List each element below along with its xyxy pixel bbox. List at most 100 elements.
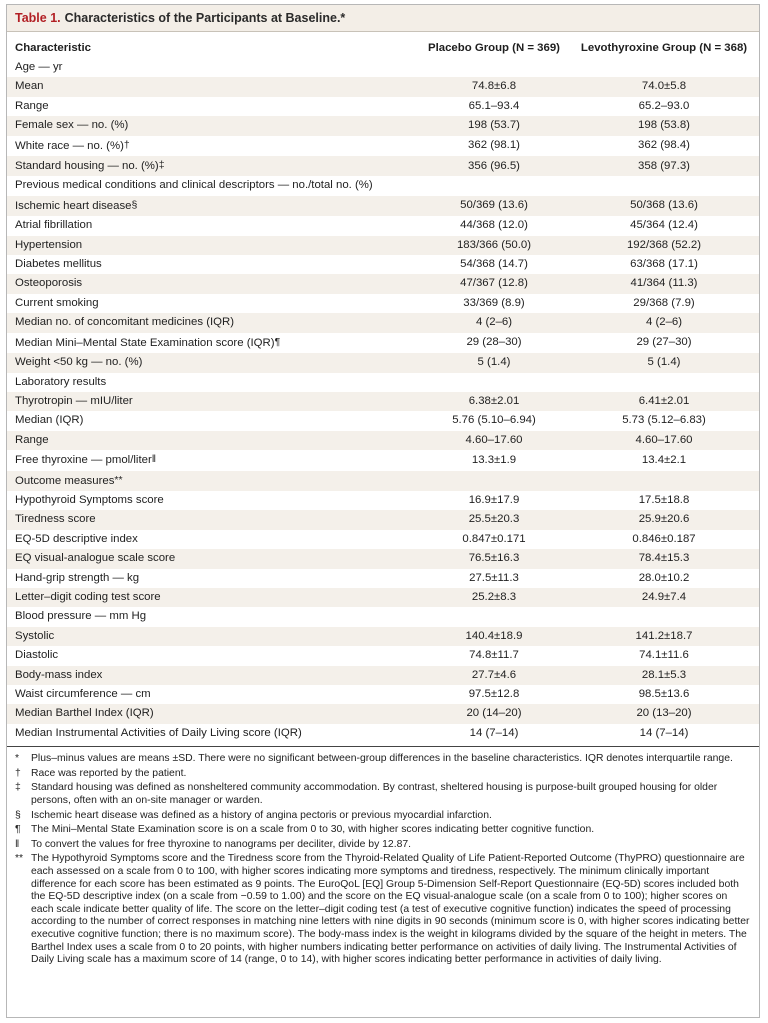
levothyroxine-value: 28.1±5.3 — [569, 665, 759, 685]
table-row: Hypertension 183/366 (50.0) 192/368 (52.2) — [7, 235, 759, 256]
row-label-cell: Laboratory results — [7, 373, 419, 392]
footnote: * Plus–minus values are means ±SD. There … — [15, 753, 751, 766]
footnote-mark: ‡ — [15, 782, 21, 794]
footnote-text: The Hypothyroid Symptoms score and the T… — [31, 853, 750, 966]
table-row: Range 4.60–17.60 4.60–17.60 — [7, 430, 759, 451]
footnote-text: Race was reported by the patient. — [31, 767, 187, 779]
row-label: Hypothyroid Symptoms score — [15, 493, 164, 506]
row-label-cell: Letter–digit coding test score — [7, 587, 419, 608]
placebo-value — [419, 58, 569, 77]
levothyroxine-value — [569, 58, 759, 77]
placebo-value: 20 (14–20) — [419, 704, 569, 724]
row-label-cell: Range — [7, 430, 419, 451]
footnote: ** The Hypothyroid Symptoms score and the… — [15, 853, 751, 966]
placebo-value: 6.38±2.01 — [419, 391, 569, 412]
levothyroxine-value: 63/368 (17.1) — [630, 258, 698, 271]
row-label: EQ-5D descriptive index — [15, 532, 138, 545]
row-label: Current smoking — [15, 296, 99, 309]
row-label: Previous medical conditions and clinical… — [15, 179, 373, 192]
header-placebo: Placebo Group (N = 369) — [428, 42, 560, 54]
row-label-cell: Thyrotropin — mIU/liter — [7, 391, 419, 412]
row-label-cell: Current smoking — [7, 294, 419, 313]
levothyroxine-value: 41/364 (11.3) — [569, 274, 759, 294]
row-label: Hand-grip strength — kg — [15, 571, 140, 584]
footnote-mark: ** — [15, 853, 24, 865]
placebo-value: 74.8±6.8 — [419, 77, 569, 97]
footnote-text: Ischemic heart disease was defined as a … — [31, 809, 492, 821]
row-label-cell: Waist circumference — cm — [7, 685, 419, 704]
placebo-value: 140.4±18.9 — [419, 626, 569, 647]
row-label-cell: Female sex — no. (%) — [7, 116, 419, 136]
footnote-marker: † — [123, 138, 130, 151]
table-row: Median Mini–Mental State Examination sco… — [7, 333, 759, 353]
row-label-cell: Standard housing — no. (%)‡ — [7, 156, 419, 177]
levothyroxine-value: 74.1±11.6 — [639, 649, 689, 662]
table-row: Current smoking 33/369 (8.9) 29/368 (7.9) — [7, 294, 759, 313]
footnote: ¶ The Mini–Mental State Examination score… — [15, 824, 751, 837]
footnote: § Ischemic heart disease was defined as a… — [15, 810, 751, 823]
row-label: Letter–digit coding test score — [15, 590, 161, 603]
table-row: Hypothyroid Symptoms score 16.9±17.9 17.5±… — [7, 491, 759, 510]
placebo-value: 14 (7–14) — [469, 726, 519, 739]
row-label: Atrial fibrillation — [15, 219, 93, 232]
table-bottom-rule — [7, 746, 759, 748]
placebo-value: 27.7±4.6 — [419, 665, 569, 685]
row-label: Osteoporosis — [15, 277, 83, 290]
row-label: Waist circumference — cm — [15, 688, 151, 700]
table-title: Characteristics of the Participants at B… — [64, 11, 346, 25]
placebo-value — [419, 176, 569, 195]
row-label: Mean — [15, 80, 44, 93]
footnote-marker: ‡ — [158, 159, 165, 172]
row-label: Systolic — [15, 629, 55, 642]
table-row: Median (IQR) 5.76 (5.10–6.94) 5.73 (5.12–6… — [7, 411, 759, 430]
row-label: Range — [15, 99, 49, 112]
row-label-cell: Hypertension — [7, 235, 419, 256]
levothyroxine-value: 198 (53.8) — [569, 116, 759, 136]
placebo-value: 65.1–93.4 — [468, 99, 520, 112]
footnote: ‖ To convert the values for free thyroxin… — [15, 839, 751, 852]
placebo-value: 4 (2–6) — [419, 313, 569, 333]
levothyroxine-value: 362 (98.4) — [638, 139, 690, 152]
table-row: Median Barthel Index (IQR) 20 (14–20) 20 (… — [7, 704, 759, 724]
placebo-value: 25.5±20.3 — [419, 510, 569, 530]
placebo-value: 74.8±11.7 — [469, 649, 519, 662]
row-label-cell: Median no. of concomitant medicines (IQR… — [7, 313, 419, 333]
placebo-value: 16.9±17.9 — [468, 493, 520, 506]
table-row: Weight <50 kg — no. (%) 5 (1.4) 5 (1.4) — [7, 353, 759, 373]
table-row: Ischemic heart disease§ 50/369 (13.6) 50/3… — [7, 195, 759, 217]
placebo-value: 362 (98.1) — [468, 139, 520, 152]
table-row: Age — yr — [7, 58, 759, 77]
table-row: Blood pressure — mm Hg — [7, 607, 759, 626]
footnote-mark: * — [15, 753, 20, 765]
row-label: Blood pressure — mm Hg — [15, 610, 147, 623]
row-label: Median Mini–Mental State Examination sco… — [15, 336, 275, 349]
row-label-cell: Outcome measures** — [7, 470, 419, 491]
levothyroxine-value: 29/368 (7.9) — [633, 296, 695, 309]
row-label: Median Barthel Index (IQR) — [15, 707, 154, 720]
levothyroxine-value: 13.4±2.1 — [641, 453, 687, 466]
placebo-value: 13.3±1.9 — [471, 453, 517, 466]
header-characteristic: Characteristic — [15, 42, 91, 54]
table-row: Systolic 140.4±18.9 141.2±18.7 — [7, 626, 759, 647]
footnote-marker: ¶ — [274, 335, 281, 348]
row-label: Female sex — no. (%) — [15, 119, 129, 132]
table-label: Table 1. — [15, 11, 61, 25]
row-label-cell: Body-mass index — [7, 665, 419, 685]
row-label-cell: White race — no. (%)† — [7, 136, 419, 156]
footnote-marker: § — [131, 198, 138, 211]
row-label-cell: Free thyroxine — pmol/liter‖ — [7, 450, 419, 470]
row-label-cell: Weight <50 kg — no. (%) — [7, 353, 419, 373]
placebo-value: 183/366 (50.0) — [419, 235, 569, 256]
table-container: Table 1. Characteristics of the Particip… — [6, 4, 760, 1018]
placebo-value: 50/369 (13.6) — [419, 195, 569, 217]
table-row: Thyrotropin — mIU/liter 6.38±2.01 6.41±2.0… — [7, 391, 759, 412]
row-label: Ischemic heart disease — [15, 199, 132, 212]
levothyroxine-value: 358 (97.3) — [569, 156, 759, 177]
row-label: Diastolic — [15, 649, 59, 662]
placebo-value — [419, 373, 569, 392]
row-label-cell: Median Instrumental Activities of Daily … — [7, 724, 419, 743]
placebo-value: 76.5±16.3 — [419, 549, 569, 569]
row-label: Diabetes mellitus — [15, 258, 102, 271]
footnote-marker: ** — [114, 473, 123, 486]
footnote-mark: § — [15, 809, 21, 821]
